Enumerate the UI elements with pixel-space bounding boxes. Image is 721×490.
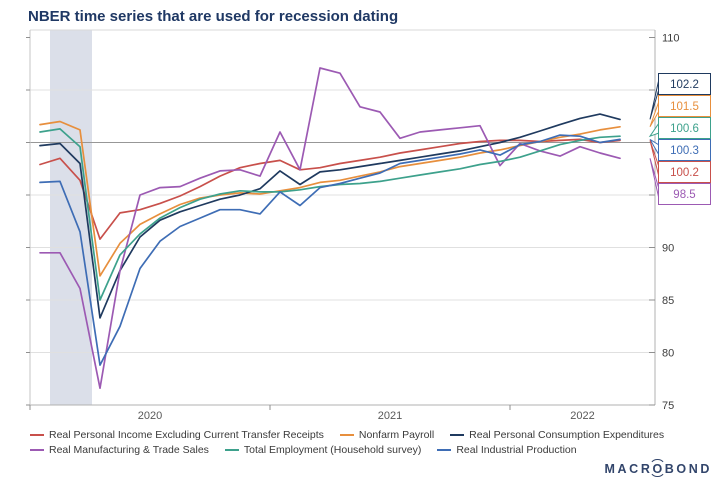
y-tick-label-75: 75	[662, 400, 674, 412]
legend-label: Nonfarm Payroll	[358, 429, 435, 441]
end-label-value-0: 102.2	[670, 79, 699, 91]
legend-item: Real Industrial Production	[437, 444, 577, 456]
logo-text-pre: MACR	[604, 462, 653, 476]
chart-title: NBER time series that are used for reces…	[28, 8, 399, 25]
legend-item: Total Employment (Household survey)	[224, 444, 422, 456]
end-label-notch-5	[649, 158, 660, 200]
legend-row-2: Real Manufacturing & Trade Sales Total Em…	[30, 444, 664, 456]
legend-line-marker	[450, 434, 465, 436]
y-tick-label-85: 85	[662, 295, 674, 307]
end-label-box-3	[658, 139, 711, 161]
end-label-notch-1	[649, 100, 660, 128]
end-label-notch-0	[649, 78, 660, 120]
end-label-value-5: 98.5	[673, 189, 695, 201]
end-label-notch-2	[648, 122, 660, 138]
y-tick-label-90: 90	[662, 243, 674, 255]
x-tick-label-2021: 2021	[378, 410, 402, 422]
legend-label: Real Industrial Production	[456, 444, 577, 456]
legend-label: Real Personal Consumption Expenditures	[469, 429, 665, 441]
legend-item: Real Personal Consumption Expenditures	[450, 429, 664, 441]
y-tick-label-80: 80	[662, 348, 674, 360]
legend-line-marker	[339, 434, 354, 436]
end-label-value-2: 100.6	[670, 123, 699, 135]
end-label-notch-3	[649, 138, 660, 156]
y-tick-label-110: 110	[662, 33, 680, 45]
legend-row-1: Real Personal Income Excluding Current T…	[30, 429, 664, 441]
x-tick-label-2022: 2022	[570, 410, 594, 422]
end-label-value-4: 100.2	[670, 167, 699, 179]
end-label-box-4	[658, 161, 711, 183]
logo-text-post: BOND	[664, 462, 712, 476]
legend-label: Real Personal Income Excluding Current T…	[49, 429, 324, 441]
end-label-notch-4	[649, 140, 660, 178]
end-label-value-1: 101.5	[670, 101, 699, 113]
legend-item: Nonfarm Payroll	[339, 429, 435, 441]
x-tick-label-2020: 2020	[138, 410, 162, 422]
legend-line-marker	[224, 449, 239, 451]
series-line-4	[39, 128, 621, 301]
legend-line-marker	[437, 449, 452, 451]
logo-o-ring: O	[649, 459, 667, 477]
macrobond-logo: MACROBOND	[604, 459, 712, 477]
legend-line-marker	[30, 434, 44, 436]
legend-item: Real Personal Income Excluding Current T…	[30, 429, 324, 441]
series-line-2	[39, 113, 621, 319]
series-line-0	[39, 138, 621, 240]
recession-band	[50, 30, 92, 405]
legend-label: Total Employment (Household survey)	[243, 444, 422, 456]
chart-legend: Real Personal Income Excluding Current T…	[30, 429, 664, 456]
legend-item: Real Manufacturing & Trade Sales	[30, 444, 209, 456]
end-label-box-0	[658, 73, 711, 95]
end-label-value-3: 100.3	[670, 145, 699, 157]
series-line-3	[39, 67, 621, 390]
legend-line-marker	[30, 449, 44, 451]
end-label-box-5	[658, 183, 711, 205]
legend-label: Real Manufacturing & Trade Sales	[49, 444, 209, 456]
end-label-box-1	[658, 95, 711, 117]
end-label-box-2	[658, 117, 711, 139]
series-line-1	[39, 120, 621, 277]
series-line-5	[39, 134, 621, 366]
